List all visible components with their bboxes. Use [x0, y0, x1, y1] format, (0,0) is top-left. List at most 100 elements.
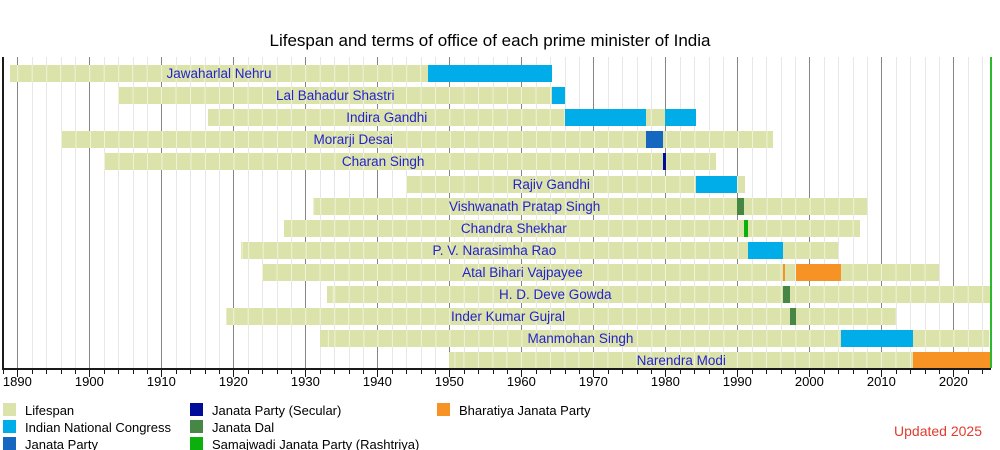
gridline-minor	[910, 57, 912, 368]
pm-name-label: Lal Bahadur Shastri	[275, 88, 395, 104]
axis-tick-minor	[982, 370, 984, 374]
legend-swatch	[190, 437, 203, 450]
lifespan-bar	[406, 175, 745, 193]
term-bar	[662, 153, 667, 171]
legend-swatch	[190, 403, 203, 416]
gridline-minor	[60, 57, 62, 368]
axis-tick-minor	[31, 370, 33, 374]
legend-swatch	[3, 403, 16, 416]
axis-tick-minor	[291, 370, 292, 374]
term-bar	[789, 308, 797, 326]
axis-tick-label: 2020	[938, 374, 968, 389]
term-bar	[427, 65, 553, 82]
lifespan-bar	[240, 241, 839, 259]
lifespan-bar	[10, 65, 553, 82]
axis-tick-major	[17, 370, 19, 377]
axis-tick-minor	[118, 370, 120, 374]
lifespan-bar	[262, 263, 939, 281]
term-bar	[743, 219, 749, 237]
pm-name-label: Chandra Shekhar	[460, 220, 567, 236]
pm-name-label: Jawaharlal Nehru	[166, 66, 272, 81]
term-bar	[748, 241, 783, 259]
legend-label: Indian National Congress	[25, 420, 171, 435]
legend-label: Samajwadi Janata Party (Rashtriya)	[212, 437, 420, 450]
gridline-minor	[46, 57, 48, 368]
axis-tick-minor	[75, 370, 76, 374]
present-year-line	[989, 57, 992, 368]
term-bar	[736, 197, 744, 215]
axis-tick-label: 1940	[362, 374, 392, 389]
axis-tick-minor	[60, 370, 62, 374]
pm-name-label: Charan Singh	[341, 154, 425, 170]
gridline-minor	[132, 57, 134, 368]
axis-tick-label: 1950	[434, 374, 464, 389]
axis-tick-minor	[622, 370, 624, 374]
axis-tick-major	[521, 370, 523, 377]
legend-label: Lifespan	[25, 403, 75, 418]
axis-tick-minor	[334, 370, 336, 374]
gridline-minor	[291, 57, 292, 368]
axis-tick-minor	[550, 370, 552, 374]
gridline-decade	[233, 57, 235, 368]
axis-tick-minor	[766, 370, 768, 374]
axis-tick-minor	[190, 370, 192, 374]
lifespan-bar	[103, 153, 716, 171]
axis-tick-minor	[319, 370, 321, 374]
chart-title: Lifespan and terms of office of each pri…	[269, 31, 711, 50]
axis-tick-minor	[607, 370, 609, 374]
gridline-minor	[924, 57, 926, 368]
pm-name-label: Manmohan Singh	[527, 331, 634, 347]
legend-label: Janata Dal	[212, 420, 275, 435]
term-bar	[665, 109, 697, 127]
axis-tick-minor	[348, 370, 350, 374]
axis-tick-minor	[276, 370, 278, 374]
axis-tick-label: 2000	[794, 374, 824, 389]
legend-swatch	[3, 437, 16, 450]
axis-tick-label: 1910	[146, 374, 176, 389]
gridline-minor	[967, 57, 969, 368]
legend-swatch	[437, 403, 450, 416]
axis-tick-minor	[420, 370, 422, 374]
legend-swatch	[190, 420, 203, 433]
axis-tick-major	[809, 370, 811, 377]
axis-tick-major	[881, 370, 883, 377]
axis-tick-minor	[46, 370, 48, 374]
axis-tick-label: 1920	[218, 374, 248, 389]
legend-label: Janata Party	[25, 437, 98, 450]
axis-tick-label: 1970	[578, 374, 608, 389]
lifespan-bar	[60, 131, 774, 149]
legend-swatch	[3, 420, 16, 433]
axis-tick-major	[89, 370, 91, 377]
axis-tick-minor	[852, 370, 854, 374]
axis-tick-minor	[694, 370, 696, 374]
axis-tick-minor	[895, 370, 897, 374]
axis-tick-minor	[363, 370, 364, 374]
gridline-minor	[118, 57, 120, 368]
axis-tick-minor	[204, 370, 206, 374]
axis-tick-major	[665, 370, 667, 377]
gridline-minor	[204, 57, 206, 368]
axis-tick-major	[305, 370, 307, 377]
gridline-minor	[982, 57, 984, 368]
axis-tick-minor	[838, 370, 840, 374]
axis-tick-label: 1980	[650, 374, 680, 389]
axis-tick-minor	[679, 370, 681, 374]
axis-tick-minor	[795, 370, 796, 374]
lifespan-bar	[283, 219, 860, 237]
term-bar	[841, 330, 914, 348]
gridline-decade	[89, 57, 91, 368]
term-bar	[552, 87, 566, 105]
gridline-minor	[219, 57, 220, 368]
gridline-minor	[867, 57, 868, 368]
axis-tick-major	[233, 370, 235, 377]
axis-tick-label: 1900	[74, 374, 104, 389]
gridline-minor	[895, 57, 897, 368]
y-axis-line	[2, 57, 4, 368]
gridline-minor	[190, 57, 192, 368]
axis-tick-major	[593, 370, 595, 377]
lifespan-bar	[226, 308, 896, 326]
pm-name-label: Inder Kumar Gujral	[451, 309, 566, 325]
axis-tick-minor	[262, 370, 264, 374]
axis-tick-minor	[867, 370, 868, 374]
